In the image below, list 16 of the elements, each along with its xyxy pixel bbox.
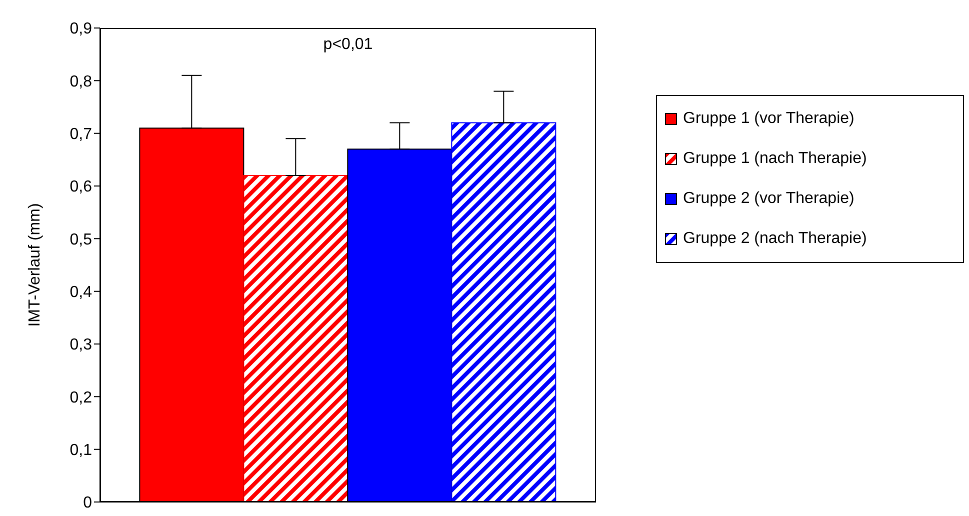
y-tick-label: 0,5 — [70, 231, 92, 248]
y-tick-label: 0,4 — [70, 284, 92, 302]
annotation: p<0,01 — [322, 36, 374, 54]
legend-label: Gruppe 2 (vor Therapie) — [683, 190, 854, 208]
legend-label: Gruppe 1 (nach Therapie) — [683, 150, 867, 168]
y-tick-label: 0,7 — [70, 126, 92, 144]
y-axis-title: IMT-Verlauf (mm) — [26, 203, 44, 327]
y-tick-label: 0,9 — [70, 20, 92, 38]
y-tick-label: 0 — [83, 494, 92, 512]
legend-label: Gruppe 1 (vor Therapie) — [683, 110, 854, 128]
y-tick-label: 0,1 — [70, 442, 92, 460]
y-tick-label: 0,3 — [70, 336, 92, 354]
y-tick-label: 0,6 — [70, 178, 92, 196]
y-tick-label: 0,8 — [70, 73, 92, 90]
y-tick-label: 0,2 — [70, 389, 92, 406]
legend-label: Gruppe 2 (nach Therapie) — [683, 230, 867, 248]
